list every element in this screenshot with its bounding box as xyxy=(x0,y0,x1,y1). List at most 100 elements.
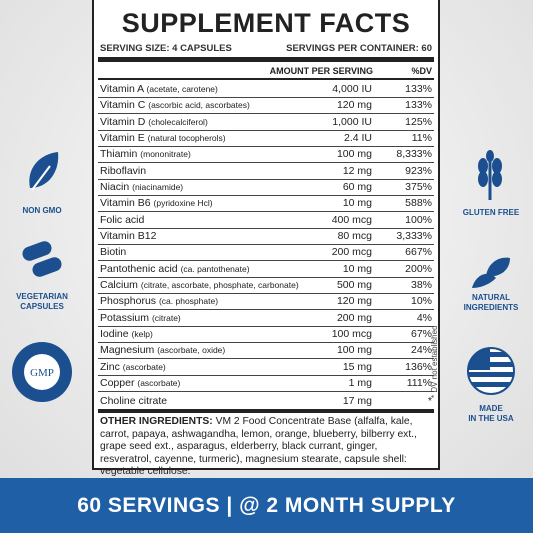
nutrient-note: (ca. phosphate) xyxy=(158,296,219,307)
daily-value: 11% xyxy=(411,131,432,144)
amount: 500 mg xyxy=(336,278,372,291)
nutrient-note: (niacinamide) xyxy=(132,181,184,192)
nutrient-cell: Folic acid xyxy=(100,214,144,226)
amount: 10 mg xyxy=(342,197,372,210)
amount: 1 mg xyxy=(348,376,372,389)
nutrient-cell: Pantothenic acid (ca. pantothenate) xyxy=(100,263,250,275)
daily-value: 667% xyxy=(405,246,432,259)
nutrient-cell: Magnesium (ascorbate, oxide) xyxy=(100,344,225,356)
amount: 2.4 IU xyxy=(343,131,372,144)
nutrient-note: (ca. pantothenate) xyxy=(180,263,250,274)
nutrient-cell: Riboflavin xyxy=(100,165,146,177)
footnote: * DV not established xyxy=(430,325,439,399)
nutrient-cell: Copper (ascorbate) xyxy=(100,377,180,389)
nutrient-note: (natural tocopherols) xyxy=(147,132,226,143)
nutrient-row: Niacin (niacinamide) 60 mg 375% xyxy=(98,179,434,196)
daily-value: 100% xyxy=(405,213,432,226)
daily-value: 125% xyxy=(405,115,432,128)
nutrient-name: Vitamin E xyxy=(100,131,145,144)
nutrient-note: (ascorbic acid, ascorbates) xyxy=(148,100,250,111)
amount: 80 mcg xyxy=(337,229,372,242)
nutrient-note: (pyridoxine Hcl) xyxy=(153,198,213,209)
daily-value: 38% xyxy=(410,278,432,291)
nutrient-note: (ascorbate) xyxy=(122,361,166,372)
nutrient-cell: Niacin (niacinamide) xyxy=(100,181,183,193)
nutrient-name: Potassium xyxy=(100,311,150,324)
nutrient-note: (kelp) xyxy=(131,328,153,339)
nutrient-row: Vitamin A (acetate, carotene) 4,000 IU 133… xyxy=(98,81,434,98)
serving-size: SERVING SIZE: 4 CAPSULES xyxy=(100,43,232,54)
natural-icon xyxy=(472,257,510,288)
nutrient-cell: Vitamin C (ascorbic acid, ascorbates) xyxy=(100,99,250,111)
nutrient-name: Vitamin D xyxy=(100,115,146,128)
servings-per-container: SERVINGS PER CONTAINER: 60 xyxy=(286,43,432,54)
vegetarian-1: VEGETARIAN xyxy=(16,292,68,301)
gmp-badge: GMP xyxy=(12,342,72,402)
daily-value: 8,333% xyxy=(396,148,432,161)
gmp-text: GMP xyxy=(30,367,54,379)
amount: 60 mg xyxy=(342,180,372,193)
nutrient-cell: Calcium (citrate, ascorbate, phosphate, … xyxy=(100,279,299,291)
nutrient-note: (ascorbate, oxide) xyxy=(157,345,226,356)
nutrient-name: Pantothenic acid xyxy=(100,262,178,275)
nutrient-row: Thiamin (mononitrate) 100 mg 8,333% xyxy=(98,146,434,164)
amount: 200 mcg xyxy=(331,246,372,259)
nutrient-note: (mononitrate) xyxy=(140,149,191,160)
daily-value: 133% xyxy=(405,83,432,95)
amount: 120 mg xyxy=(336,99,372,112)
nutrient-note: (cholecalciferol) xyxy=(148,116,208,127)
nutrient-name: Vitamin B12 xyxy=(100,229,157,242)
nutrient-cell: Vitamin D (cholecalciferol) xyxy=(100,116,208,128)
non-gmo: NON GMO xyxy=(22,206,62,215)
nutrient-row: Pantothenic acid (ca. pantothenate) 10 mg… xyxy=(98,261,434,278)
dv-header: %DV xyxy=(411,66,432,76)
daily-value: 923% xyxy=(405,164,432,177)
nutrient-name: Niacin xyxy=(100,180,130,193)
nutrient-name: Zinc xyxy=(100,360,120,373)
nutrient-cell: Potassium (citrate) xyxy=(100,312,181,324)
nutrient-name: Magnesium xyxy=(100,344,155,357)
amount: 15 mg xyxy=(342,360,372,373)
usa-1: MADE xyxy=(479,404,503,413)
nutrient-name: Copper xyxy=(100,376,135,389)
nutrient-cell: Vitamin E (natural tocopherols) xyxy=(100,132,226,144)
nutrient-cell: Vitamin B12 xyxy=(100,230,156,242)
nutrient-row: Potassium (citrate) 200 mg 4% xyxy=(98,310,434,327)
nutrient-cell: Iodine (kelp) xyxy=(100,328,153,340)
nutrient-cell: Biotin xyxy=(100,246,126,258)
wheat-icon xyxy=(478,150,502,200)
nutrient-name: Vitamin B6 xyxy=(100,197,151,210)
rule xyxy=(98,57,434,62)
amount: 1,000 IU xyxy=(332,115,372,128)
nutrient-name: Iodine xyxy=(100,327,129,340)
amount: 10 mg xyxy=(342,262,372,275)
nutrient-row: Biotin 200 mcg 667% xyxy=(98,244,434,262)
nutrient-cell: Zinc (ascorbate) xyxy=(100,361,166,373)
capsule-icon xyxy=(22,241,62,277)
daily-value: 10% xyxy=(410,295,432,308)
nutrient-row: Copper (ascorbate) 1 mg 111% xyxy=(98,375,434,392)
nutrient-row: Vitamin B12 80 mcg 3,333% xyxy=(98,228,434,245)
nutrient-name: Vitamin A xyxy=(100,83,144,95)
nutrient-cell: Vitamin A (acetate, carotene) xyxy=(100,83,218,95)
nutrient-row: Vitamin E (natural tocopherols) 2.4 IU 11% xyxy=(98,130,434,147)
nutrient-name: Folic acid xyxy=(100,213,145,226)
nutrient-row: Iodine (kelp) 100 mcg 67% xyxy=(98,326,434,343)
daily-value: 200% xyxy=(405,262,432,275)
title: SUPPLEMENT FACTS xyxy=(121,8,411,38)
nutrient-row: Calcium (citrate, ascorbate, phosphate, … xyxy=(98,277,434,294)
rule xyxy=(98,409,434,413)
amount: 200 mg xyxy=(336,311,372,324)
other-label: OTHER INGREDIENTS: xyxy=(100,416,213,427)
other-ingredients: OTHER INGREDIENTS: VM 2 Food Concentrate… xyxy=(100,416,430,479)
nutrient-row: Vitamin C (ascorbic acid, ascorbates) 120… xyxy=(98,97,434,115)
daily-value: 4% xyxy=(416,311,432,324)
amount: 100 mg xyxy=(336,148,372,161)
nutrient-name: Phosphorus xyxy=(100,295,157,308)
nutrient-name: Thiamin xyxy=(100,148,138,161)
daily-value: 375% xyxy=(405,180,432,193)
nutrient-row: Riboflavin 12 mg 923% xyxy=(98,163,434,180)
flag-icon xyxy=(467,347,515,395)
amount: 12 mg xyxy=(342,164,372,177)
